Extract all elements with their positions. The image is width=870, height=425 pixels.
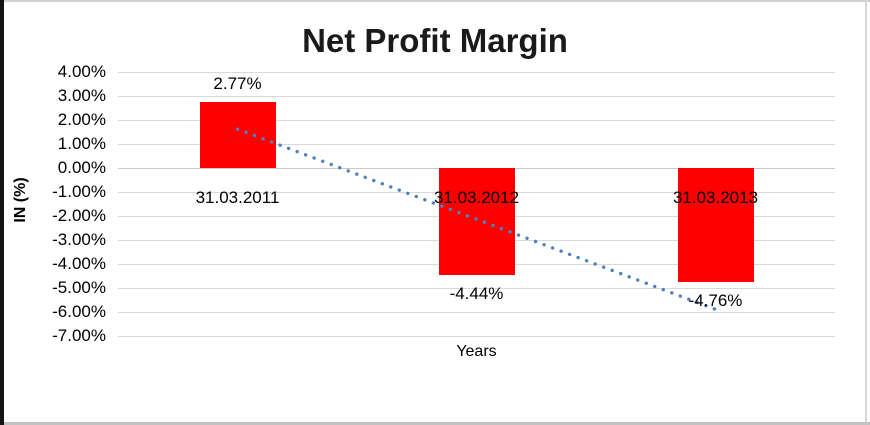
y-tick-label: -4.00% [52, 254, 106, 273]
gridline [118, 144, 835, 145]
bar-value-label: 2.77% [213, 73, 262, 93]
y-tick-label: 4.00% [57, 62, 106, 81]
y-tick-label: 3.00% [57, 86, 106, 105]
y-tick-label: -2.00% [52, 206, 106, 225]
category-label: 31.03.2011 [195, 188, 280, 207]
chart-title: Net Profit Margin [302, 22, 568, 59]
gridline [118, 336, 835, 337]
y-tick-label: 0.00% [57, 158, 106, 177]
gridline [118, 288, 835, 289]
gridline [118, 72, 835, 73]
y-tick-label: -3.00% [52, 230, 106, 249]
y-tick-label: -7.00% [52, 326, 106, 345]
category-label: 31.03.2012 [433, 188, 520, 207]
y-tick-label: -6.00% [52, 302, 106, 321]
category-label: 31.03.2013 [672, 188, 759, 207]
gridline [118, 120, 835, 121]
gridline [118, 312, 835, 313]
y-tick-label: -5.00% [52, 278, 106, 297]
y-tick-label: 1.00% [57, 134, 106, 153]
bar [438, 168, 515, 275]
bar-value-label: -4.44% [449, 283, 504, 303]
chart-border-left [0, 0, 4, 425]
x-axis-title: Years [456, 343, 497, 360]
bar [199, 101, 276, 168]
bar [677, 168, 754, 283]
y-tick-label: 2.00% [57, 110, 106, 129]
gridline [118, 96, 835, 97]
bar-value-label: -4.76% [688, 291, 743, 311]
chart-border-right [865, 0, 867, 425]
chart-border-bottom [0, 422, 870, 425]
chart-border-top [0, 0, 870, 2]
y-tick-label: -1.00% [52, 182, 106, 201]
